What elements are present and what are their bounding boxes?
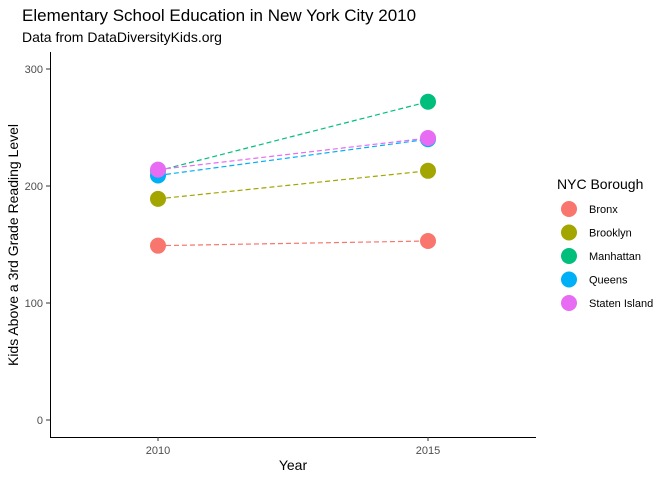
- y-axis-title: Kids Above a 3rd Grade Reading Level: [5, 124, 21, 366]
- series-line: [157, 240, 429, 247]
- legend-key: [561, 201, 577, 217]
- y-tick-label: 300: [25, 64, 43, 76]
- legend-label: Staten Island: [589, 298, 653, 310]
- y-tick-label: 0: [37, 415, 43, 427]
- legend-key: [561, 248, 577, 264]
- legend-label: Manhattan: [589, 251, 641, 263]
- chart-subtitle: Data from DataDiversityKids.org: [22, 29, 222, 45]
- x-tick-label: 2010: [146, 445, 170, 457]
- data-point: [420, 130, 436, 147]
- y-axis-ticks: 0 100 200 300: [25, 64, 50, 427]
- data-point: [150, 237, 166, 254]
- x-tick-label: 2015: [416, 445, 440, 457]
- series-line: [157, 138, 429, 177]
- legend-key: [561, 295, 577, 311]
- plot-area: [150, 93, 436, 254]
- x-axis-ticks: 2010 2015: [146, 437, 440, 457]
- legend-label: Brooklyn: [589, 228, 632, 240]
- legend-title: NYC Borough: [557, 176, 643, 192]
- legend-items: Bronx Brooklyn Manhattan Queens Staten Islan…: [561, 201, 653, 311]
- legend-key: [561, 271, 577, 288]
- data-point: [420, 93, 436, 110]
- data-point: [150, 190, 166, 207]
- series-line: [157, 137, 429, 171]
- data-point: [420, 162, 436, 179]
- data-point: [150, 161, 166, 178]
- y-tick-label: 200: [25, 181, 43, 193]
- data-point: [420, 232, 436, 249]
- legend: NYC Borough Bronx Brooklyn Manhattan Queens…: [557, 176, 653, 311]
- series-line: [157, 101, 429, 172]
- legend-key: [561, 224, 577, 241]
- series-line: [157, 170, 429, 200]
- legend-label: Queens: [589, 275, 628, 287]
- y-tick-label: 100: [25, 298, 43, 310]
- x-axis-title: Year: [279, 457, 308, 473]
- chart-title: Elementary School Education in New York …: [22, 6, 416, 25]
- legend-label: Bronx: [589, 204, 618, 216]
